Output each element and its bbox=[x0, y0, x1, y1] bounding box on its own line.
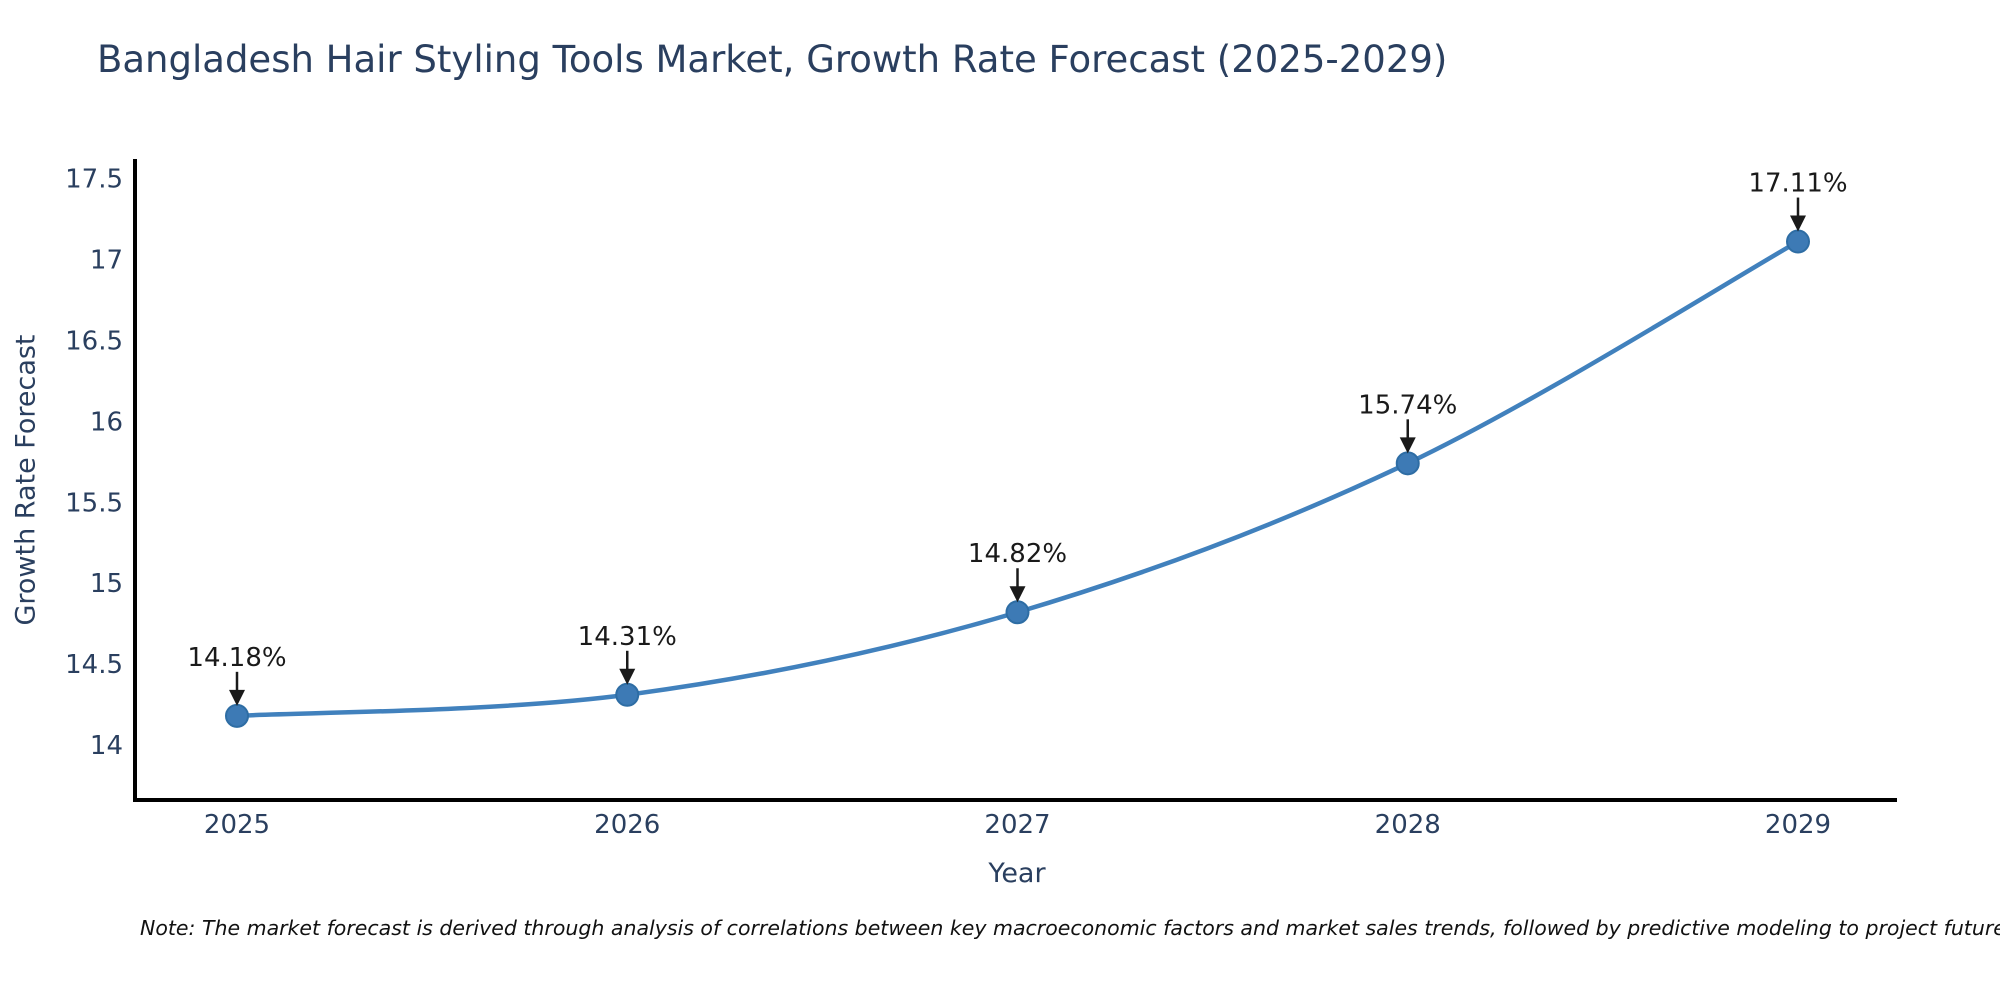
series-line bbox=[234, 239, 1801, 719]
annotation-arrow-head bbox=[619, 668, 636, 685]
footnote: Note: The market forecast is derived thr… bbox=[140, 916, 2000, 940]
data-point-2029 bbox=[1786, 229, 1810, 254]
point-label: 14.18% bbox=[187, 643, 286, 673]
annotation-arrow-head bbox=[1399, 437, 1416, 454]
x-tick-label: 2027 bbox=[984, 810, 1050, 840]
y-tick-label: 14.5 bbox=[65, 650, 123, 680]
chart-title: Bangladesh Hair Styling Tools Market, Gr… bbox=[97, 38, 1448, 81]
y-tick-label: 17.5 bbox=[65, 165, 123, 195]
annotation-arrow-head bbox=[1009, 586, 1026, 603]
data-point-2025 bbox=[225, 703, 249, 728]
y-tick-label: 16.5 bbox=[65, 326, 123, 356]
data-point-2027 bbox=[1005, 600, 1030, 625]
x-tick-label: 2029 bbox=[1765, 810, 1831, 840]
x-tick-label: 2026 bbox=[594, 810, 660, 840]
x-axis-title: Year bbox=[988, 858, 1046, 889]
y-tick-label: 16 bbox=[90, 407, 123, 437]
axis-spines bbox=[133, 159, 1897, 802]
point-label: 17.11% bbox=[1748, 169, 1847, 199]
y-tick-label: 15 bbox=[90, 569, 123, 599]
y-tick-label: 17 bbox=[90, 245, 123, 275]
y-tick-label: 15.5 bbox=[65, 488, 123, 518]
annotation-arrow-head bbox=[1790, 215, 1806, 232]
data-point-2026 bbox=[615, 682, 640, 707]
y-tick-label: 14 bbox=[90, 731, 123, 761]
x-tick-label: 2025 bbox=[204, 810, 270, 840]
point-label: 15.74% bbox=[1358, 390, 1457, 420]
point-label: 14.82% bbox=[968, 539, 1067, 569]
data-point-2028 bbox=[1395, 451, 1420, 476]
point-label: 14.31% bbox=[578, 622, 677, 652]
x-tick-label: 2028 bbox=[1375, 810, 1441, 840]
annotation-arrow-head bbox=[229, 689, 245, 706]
